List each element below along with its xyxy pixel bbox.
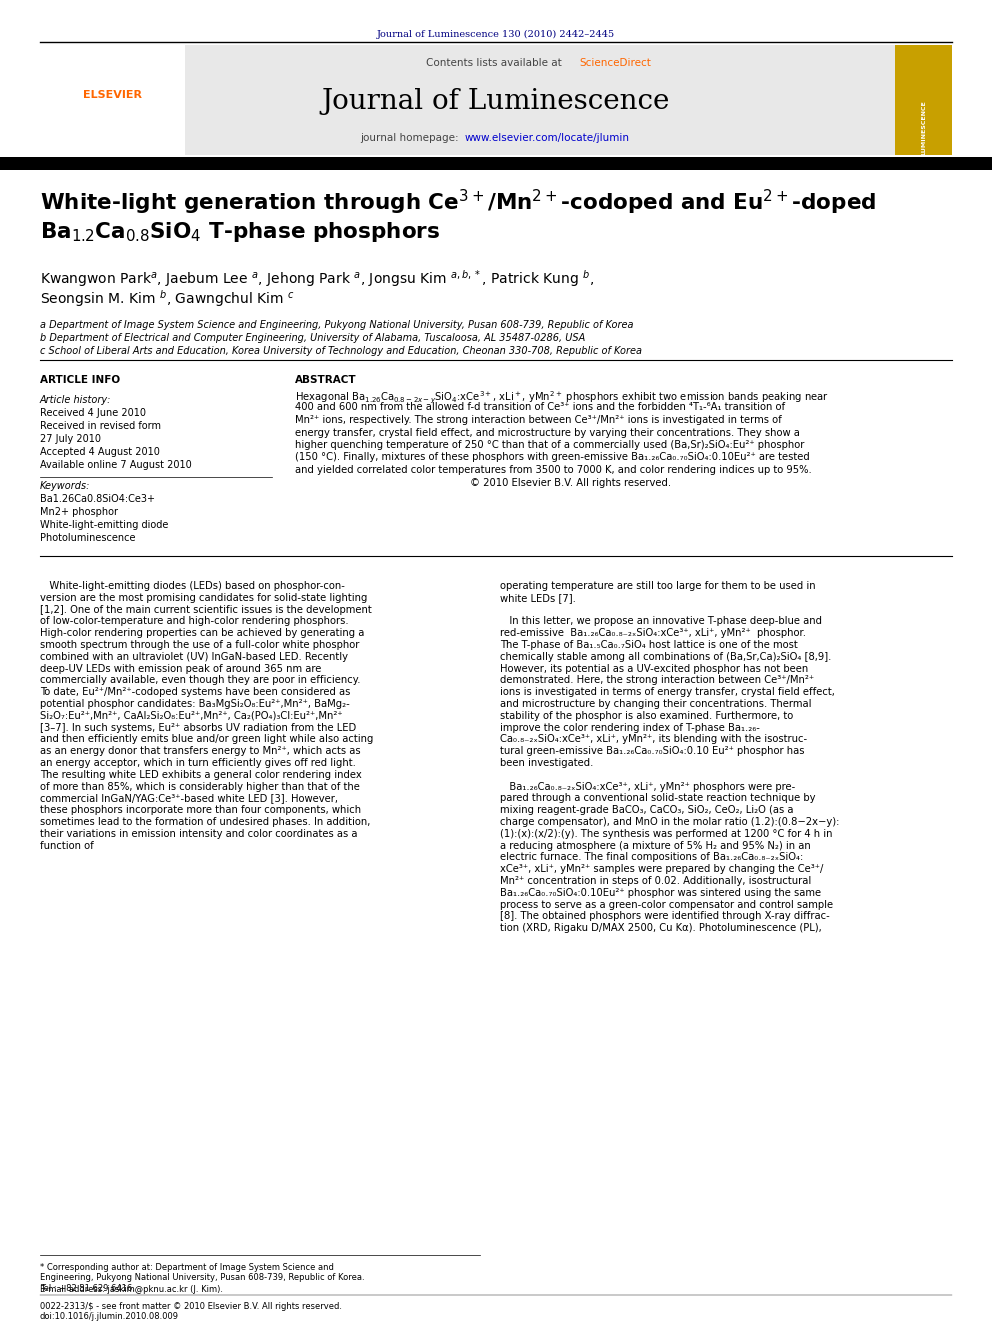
Text: version are the most promising candidates for solid-state lighting: version are the most promising candidate… xyxy=(40,593,367,603)
Text: c School of Liberal Arts and Education, Korea University of Technology and Educa: c School of Liberal Arts and Education, … xyxy=(40,347,642,356)
Text: a Department of Image System Science and Engineering, Pukyong National Universit: a Department of Image System Science and… xyxy=(40,320,634,329)
Text: [3–7]. In such systems, Eu²⁺ absorbs UV radiation from the LED: [3–7]. In such systems, Eu²⁺ absorbs UV … xyxy=(40,722,356,733)
Text: Photoluminescence: Photoluminescence xyxy=(40,533,136,542)
Text: electric furnace. The final compositions of Ba₁.₂₆Ca₀.₈₋₂ₓSiO₄:: electric furnace. The final compositions… xyxy=(500,852,804,863)
Text: Ba₁.₂₆Ca₀.₇₀SiO₄:0.10Eu²⁺ phosphor was sintered using the same: Ba₁.₂₆Ca₀.₇₀SiO₄:0.10Eu²⁺ phosphor was s… xyxy=(500,888,821,898)
Text: Accepted 4 August 2010: Accepted 4 August 2010 xyxy=(40,447,160,456)
Text: stability of the phosphor is also examined. Furthermore, to: stability of the phosphor is also examin… xyxy=(500,710,794,721)
Text: operating temperature are still too large for them to be used in: operating temperature are still too larg… xyxy=(500,581,815,591)
Text: these phosphors incorporate more than four components, which: these phosphors incorporate more than fo… xyxy=(40,806,361,815)
Text: * Corresponding author at: Department of Image System Science and
Engineering, P: * Corresponding author at: Department of… xyxy=(40,1263,365,1293)
Text: ScienceDirect: ScienceDirect xyxy=(579,58,651,67)
Text: white LEDs [7].: white LEDs [7]. xyxy=(500,593,576,603)
Text: Mn²⁺ concentration in steps of 0.02. Additionally, isostructural: Mn²⁺ concentration in steps of 0.02. Add… xyxy=(500,876,811,886)
Text: ARTICLE INFO: ARTICLE INFO xyxy=(40,374,120,385)
Text: journal homepage:: journal homepage: xyxy=(360,134,462,143)
Text: Kwangwon Park$^{a}$, Jaebum Lee $^{a}$, Jehong Park $^{a}$, Jongsu Kim $^{a,b,*}: Kwangwon Park$^{a}$, Jaebum Lee $^{a}$, … xyxy=(40,269,594,288)
Text: Hexagonal Ba$_{1.26}$Ca$_{0.8-2x-y}$SiO$_4$:xCe$^{3+}$, xLi$^+$, yMn$^{2+}$ phos: Hexagonal Ba$_{1.26}$Ca$_{0.8-2x-y}$SiO$… xyxy=(295,390,829,406)
Bar xyxy=(0,157,992,169)
Text: Seongsin M. Kim $^{b}$, Gawngchul Kim $^{c}$: Seongsin M. Kim $^{b}$, Gawngchul Kim $^… xyxy=(40,288,295,308)
Text: chemically stable among all combinations of (Ba,Sr,Ca)₂SiO₄ [8,9].: chemically stable among all combinations… xyxy=(500,652,831,662)
Text: 0022-2313/$ - see front matter © 2010 Elsevier B.V. All rights reserved.: 0022-2313/$ - see front matter © 2010 El… xyxy=(40,1302,342,1311)
Text: ELSEVIER: ELSEVIER xyxy=(83,90,142,101)
Text: pared through a conventional solid-state reaction technique by: pared through a conventional solid-state… xyxy=(500,794,815,803)
Text: Article history:: Article history: xyxy=(40,396,111,405)
Text: commercially available, even though they are poor in efficiency.: commercially available, even though they… xyxy=(40,676,360,685)
Text: LUMINESCENCE: LUMINESCENCE xyxy=(922,101,927,155)
Text: To date, Eu²⁺/Mn²⁺-codoped systems have been considered as: To date, Eu²⁺/Mn²⁺-codoped systems have … xyxy=(40,687,350,697)
Text: a reducing atmosphere (a mixture of 5% H₂ and 95% N₂) in an: a reducing atmosphere (a mixture of 5% H… xyxy=(500,840,810,851)
Text: of low-color-temperature and high-color rendering phosphors.: of low-color-temperature and high-color … xyxy=(40,617,348,626)
Text: their variations in emission intensity and color coordinates as a: their variations in emission intensity a… xyxy=(40,828,357,839)
Text: Keywords:: Keywords: xyxy=(40,482,90,491)
Text: The resulting white LED exhibits a general color rendering index: The resulting white LED exhibits a gener… xyxy=(40,770,362,779)
Text: Journal of Luminescence 130 (2010) 2442–2445: Journal of Luminescence 130 (2010) 2442–… xyxy=(377,30,615,40)
Text: energy transfer, crystal field effect, and microstructure by varying their conce: energy transfer, crystal field effect, a… xyxy=(295,427,800,438)
Text: www.elsevier.com/locate/jlumin: www.elsevier.com/locate/jlumin xyxy=(465,134,630,143)
Text: of more than 85%, which is considerably higher than that of the: of more than 85%, which is considerably … xyxy=(40,782,360,791)
Bar xyxy=(895,45,952,155)
Text: and then efficiently emits blue and/or green light while also acting: and then efficiently emits blue and/or g… xyxy=(40,734,373,745)
Text: 27 July 2010: 27 July 2010 xyxy=(40,434,101,445)
Text: xCe³⁺, xLi⁺, yMn²⁺ samples were prepared by changing the Ce³⁺/: xCe³⁺, xLi⁺, yMn²⁺ samples were prepared… xyxy=(500,864,823,875)
Text: ABSTRACT: ABSTRACT xyxy=(295,374,357,385)
Text: and yielded correlated color temperatures from 3500 to 7000 K, and color renderi: and yielded correlated color temperature… xyxy=(295,464,811,475)
Text: Ca₀.₈₋₂ₓSiO₄:xCe³⁺, xLi⁺, yMn²⁺, its blending with the isostruc-: Ca₀.₈₋₂ₓSiO₄:xCe³⁺, xLi⁺, yMn²⁺, its ble… xyxy=(500,734,807,745)
Text: b Department of Electrical and Computer Engineering, University of Alabama, Tusc: b Department of Electrical and Computer … xyxy=(40,333,585,343)
Text: Contents lists available at: Contents lists available at xyxy=(427,58,565,67)
Text: (150 °C). Finally, mixtures of these phosphors with green-emissive Ba₁.₂₆Ca₀.₇₀S: (150 °C). Finally, mixtures of these pho… xyxy=(295,452,809,463)
Text: an energy acceptor, which in turn efficiently gives off red light.: an energy acceptor, which in turn effici… xyxy=(40,758,356,767)
Text: Mn2+ phosphor: Mn2+ phosphor xyxy=(40,507,118,517)
Text: White-light generation through Ce$^{3+}$/Mn$^{2+}$-codoped and Eu$^{2+}$-doped: White-light generation through Ce$^{3+}$… xyxy=(40,188,876,217)
Text: White-light-emitting diode: White-light-emitting diode xyxy=(40,520,169,531)
Text: and microstructure by changing their concentrations. Thermal: and microstructure by changing their con… xyxy=(500,699,811,709)
Text: [1,2]. One of the main current scientific issues is the development: [1,2]. One of the main current scientifi… xyxy=(40,605,372,615)
Text: doi:10.1016/j.jlumin.2010.08.009: doi:10.1016/j.jlumin.2010.08.009 xyxy=(40,1312,179,1320)
Text: 400 and 600 nm from the allowed f-d transition of Ce³⁺ ions and the forbidden ⁴T: 400 and 600 nm from the allowed f-d tran… xyxy=(295,402,785,413)
Text: Ba1.26Ca0.8SiO4:Ce3+: Ba1.26Ca0.8SiO4:Ce3+ xyxy=(40,493,155,504)
Text: Ba$_{1.2}$Ca$_{0.8}$SiO$_{4}$ T-phase phosphors: Ba$_{1.2}$Ca$_{0.8}$SiO$_{4}$ T-phase ph… xyxy=(40,220,440,243)
Text: ions is investigated in terms of energy transfer, crystal field effect,: ions is investigated in terms of energy … xyxy=(500,687,835,697)
Bar xyxy=(40,45,952,155)
Text: Received in revised form: Received in revised form xyxy=(40,421,161,431)
Text: Mn²⁺ ions, respectively. The strong interaction between Ce³⁺/Mn²⁺ ions is invest: Mn²⁺ ions, respectively. The strong inte… xyxy=(295,415,782,425)
Text: charge compensator), and MnO in the molar ratio (1.2):(0.8−2x−y):: charge compensator), and MnO in the mola… xyxy=(500,818,839,827)
Text: higher quenching temperature of 250 °C than that of a commercially used (Ba,Sr)₂: higher quenching temperature of 250 °C t… xyxy=(295,441,805,450)
Text: In this letter, we propose an innovative T-phase deep-blue and: In this letter, we propose an innovative… xyxy=(500,617,822,626)
Text: Available online 7 August 2010: Available online 7 August 2010 xyxy=(40,460,191,470)
Text: E-mail address: jaskim@pknu.ac.kr (J. Kim).: E-mail address: jaskim@pknu.ac.kr (J. Ki… xyxy=(40,1285,223,1294)
Text: Ba₁.₂₆Ca₀.₈₋₂ₓSiO₄:xCe³⁺, xLi⁺, yMn²⁺ phosphors were pre-: Ba₁.₂₆Ca₀.₈₋₂ₓSiO₄:xCe³⁺, xLi⁺, yMn²⁺ ph… xyxy=(500,782,796,791)
Bar xyxy=(40,45,185,155)
Text: Journal of Luminescence: Journal of Luminescence xyxy=(321,89,671,115)
Text: red-emissive  Ba₁.₂₆Ca₀.₈₋₂ₓSiO₄:xCe³⁺, xLi⁺, yMn²⁺  phosphor.: red-emissive Ba₁.₂₆Ca₀.₈₋₂ₓSiO₄:xCe³⁺, x… xyxy=(500,628,806,638)
Text: tion (XRD, Rigaku D/MAX 2500, Cu Kα). Photoluminescence (PL),: tion (XRD, Rigaku D/MAX 2500, Cu Kα). Ph… xyxy=(500,923,821,933)
Text: [8]. The obtained phosphors were identified through X-ray diffrac-: [8]. The obtained phosphors were identif… xyxy=(500,912,829,921)
Text: White-light-emitting diodes (LEDs) based on phosphor-con-: White-light-emitting diodes (LEDs) based… xyxy=(40,581,345,591)
Text: process to serve as a green-color compensator and control sample: process to serve as a green-color compen… xyxy=(500,900,833,910)
Text: deep-UV LEDs with emission peak of around 365 nm are: deep-UV LEDs with emission peak of aroun… xyxy=(40,664,321,673)
Text: Si₂O₇:Eu²⁺,Mn²⁺, CaAl₂Si₂O₈:Eu²⁺,Mn²⁺, Ca₂(PO₄)₃Cl:Eu²⁺,Mn²⁺: Si₂O₇:Eu²⁺,Mn²⁺, CaAl₂Si₂O₈:Eu²⁺,Mn²⁺, C… xyxy=(40,710,342,721)
Text: potential phosphor candidates: Ba₃MgSi₂O₈:Eu²⁺,Mn²⁺, BaMg₂-: potential phosphor candidates: Ba₃MgSi₂O… xyxy=(40,699,350,709)
Text: smooth spectrum through the use of a full-color white phosphor: smooth spectrum through the use of a ful… xyxy=(40,640,359,650)
Text: commercial InGaN/YAG:Ce³⁺-based white LED [3]. However,: commercial InGaN/YAG:Ce³⁺-based white LE… xyxy=(40,794,338,803)
Text: combined with an ultraviolet (UV) InGaN-based LED. Recently: combined with an ultraviolet (UV) InGaN-… xyxy=(40,652,348,662)
Text: (1):(x):(x/2):(y). The synthesis was performed at 1200 °C for 4 h in: (1):(x):(x/2):(y). The synthesis was per… xyxy=(500,828,832,839)
Text: tural green-emissive Ba₁.₂₆Ca₀.₇₀SiO₄:0.10 Eu²⁺ phosphor has: tural green-emissive Ba₁.₂₆Ca₀.₇₀SiO₄:0.… xyxy=(500,746,805,757)
Text: been investigated.: been investigated. xyxy=(500,758,593,767)
Text: High-color rendering properties can be achieved by generating a: High-color rendering properties can be a… xyxy=(40,628,364,638)
Text: function of: function of xyxy=(40,840,94,851)
Text: as an energy donor that transfers energy to Mn²⁺, which acts as: as an energy donor that transfers energy… xyxy=(40,746,361,757)
Text: However, its potential as a UV-excited phosphor has not been: However, its potential as a UV-excited p… xyxy=(500,664,808,673)
Text: The T-phase of Ba₁.₅Ca₀.₇SiO₄ host lattice is one of the most: The T-phase of Ba₁.₅Ca₀.₇SiO₄ host latti… xyxy=(500,640,798,650)
Text: mixing reagent-grade BaCO₃, CaCO₃, SiO₂, CeO₂, Li₂O (as a: mixing reagent-grade BaCO₃, CaCO₃, SiO₂,… xyxy=(500,806,794,815)
Text: improve the color rendering index of T-phase Ba₁.₂₆-: improve the color rendering index of T-p… xyxy=(500,722,760,733)
Text: sometimes lead to the formation of undesired phases. In addition,: sometimes lead to the formation of undes… xyxy=(40,818,370,827)
Text: © 2010 Elsevier B.V. All rights reserved.: © 2010 Elsevier B.V. All rights reserved… xyxy=(295,478,672,487)
Text: Received 4 June 2010: Received 4 June 2010 xyxy=(40,407,146,418)
Text: demonstrated. Here, the strong interaction between Ce³⁺/Mn²⁺: demonstrated. Here, the strong interacti… xyxy=(500,676,814,685)
